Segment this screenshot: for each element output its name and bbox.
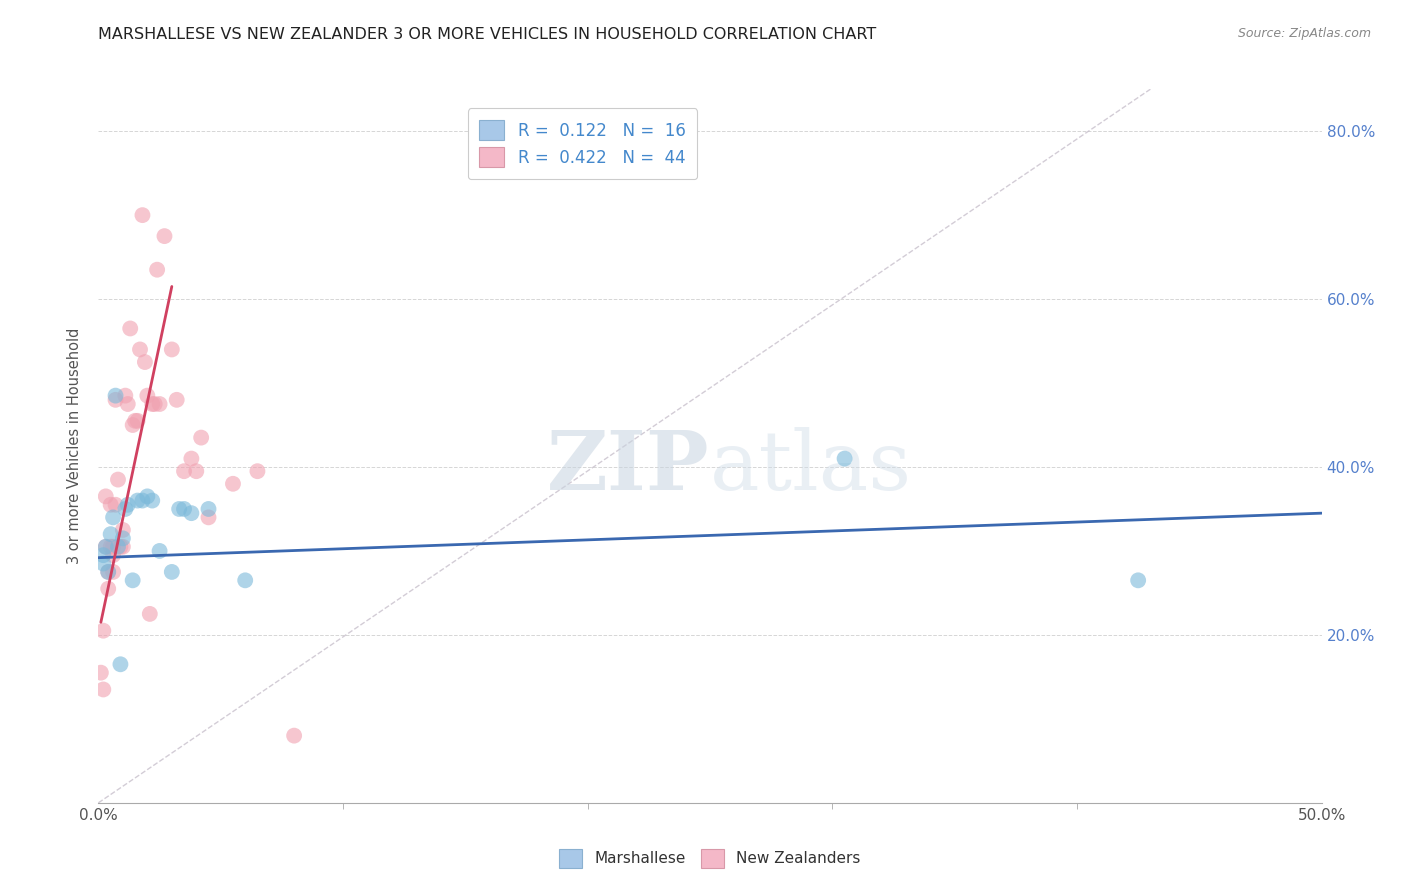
Point (94, 540, 117, 554)
Point (104, 498, 127, 512)
Point (114, 502, 136, 516)
Point (104, 389, 127, 403)
Point (101, 540, 124, 554)
Point (117, 397, 139, 411)
Point (107, 540, 129, 554)
Point (141, 493, 163, 508)
Point (111, 532, 134, 546)
Point (141, 397, 163, 411)
Point (149, 544, 172, 558)
Y-axis label: 3 or more Vehicles in Household: 3 or more Vehicles in Household (67, 328, 83, 564)
Point (101, 548, 124, 562)
Point (111, 540, 134, 554)
Point (146, 262, 169, 277)
Point (160, 343, 183, 357)
Point (91, 682, 114, 697)
Point (97, 582, 120, 596)
Point (131, 208, 153, 222)
Point (153, 229, 176, 244)
Legend: Marshallese, New Zealanders: Marshallese, New Zealanders (554, 843, 866, 873)
Point (100, 540, 122, 554)
Point (186, 464, 208, 478)
Point (94, 540, 117, 554)
Point (139, 607, 162, 621)
Point (94, 489, 117, 503)
Point (136, 489, 159, 503)
Point (136, 389, 159, 403)
Point (127, 414, 149, 428)
Point (127, 493, 149, 508)
Text: Source: ZipAtlas.com: Source: ZipAtlas.com (1237, 27, 1371, 40)
Point (222, 476, 245, 491)
Point (180, 506, 202, 520)
Point (246, 464, 269, 478)
Text: ZIP: ZIP (547, 427, 710, 508)
Point (143, 397, 166, 411)
Point (180, 451, 202, 466)
Point (100, 527, 122, 541)
Point (110, 657, 132, 672)
Point (121, 417, 143, 432)
Point (117, 498, 139, 512)
Point (121, 574, 143, 588)
Point (129, 343, 152, 357)
Point (100, 498, 122, 512)
Point (91, 624, 114, 638)
Point (114, 389, 136, 403)
Point (197, 502, 219, 516)
Point (111, 523, 134, 537)
Text: atlas: atlas (710, 427, 912, 508)
Point (134, 355, 156, 369)
Point (166, 392, 188, 407)
Point (167, 502, 190, 516)
Point (834, 451, 856, 466)
Point (104, 392, 127, 407)
Point (173, 502, 195, 516)
Text: MARSHALLESE VS NEW ZEALANDER 3 OR MORE VEHICLES IN HOUSEHOLD CORRELATION CHART: MARSHALLESE VS NEW ZEALANDER 3 OR MORE V… (98, 27, 877, 42)
Point (120, 321, 142, 335)
Point (97, 565, 120, 579)
Point (97, 565, 120, 579)
Point (124, 414, 146, 428)
Point (233, 574, 256, 588)
Point (197, 510, 219, 524)
Point (131, 493, 153, 508)
Point (90, 665, 112, 680)
Point (149, 397, 172, 411)
Point (283, 729, 305, 743)
Point (190, 431, 212, 445)
Point (160, 565, 183, 579)
Point (173, 464, 195, 478)
Point (91, 548, 114, 562)
Point (110, 540, 132, 554)
Point (101, 510, 124, 524)
Point (91, 557, 114, 571)
Point (1128, 574, 1150, 588)
Point (101, 565, 124, 579)
Point (107, 473, 129, 487)
